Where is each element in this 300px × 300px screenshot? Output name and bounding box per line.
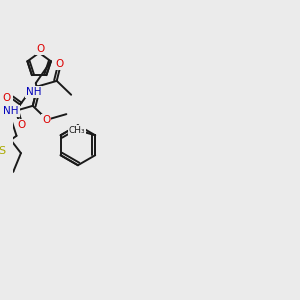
Text: NH: NH [3, 106, 19, 116]
Text: NH: NH [26, 87, 41, 97]
Text: CH₃: CH₃ [69, 126, 86, 135]
Text: O: O [42, 115, 50, 125]
Text: S: S [0, 146, 6, 156]
Text: O: O [17, 120, 25, 130]
Text: O: O [36, 44, 44, 54]
Text: O: O [56, 59, 64, 69]
Text: O: O [3, 92, 11, 103]
